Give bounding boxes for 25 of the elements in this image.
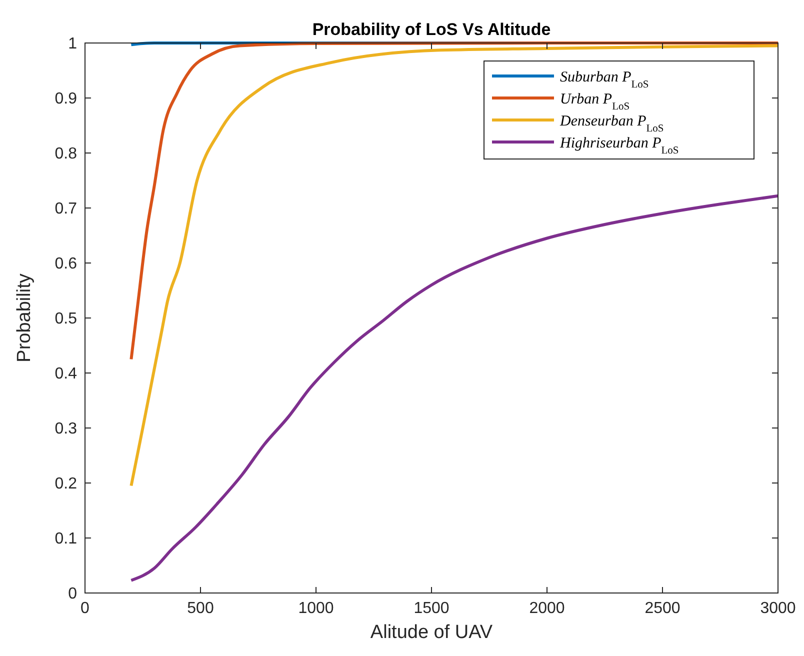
x-tick-label: 2500 [644, 600, 680, 617]
y-tick-label: 0.7 [54, 200, 78, 218]
y-tick-label: 0.5 [54, 310, 78, 328]
x-tick-label: 0 [80, 600, 90, 617]
y-tick-label: 0.4 [54, 366, 78, 383]
legend-label: Suburban P$_{LoS}$ [560, 69, 649, 90]
legend-label: Urban P$_{LoS}$ [560, 91, 630, 112]
x-tick-label: 3000 [760, 600, 796, 617]
y-tick-label: 0.6 [54, 256, 78, 273]
x-axis-title: Alitude of UAV [370, 622, 493, 643]
x-tick-label: 500 [187, 600, 214, 617]
y-tick-label: 0.9 [54, 90, 78, 108]
chart-title: Probability of LoS Vs Altitude [312, 20, 551, 39]
y-tick-label: 1 [68, 36, 78, 53]
y-tick-label: 0.3 [54, 420, 78, 438]
legend-label: Denseurban P$_{LoS}$ [559, 113, 664, 134]
x-tick-label: 1000 [298, 600, 334, 617]
x-tick-label: 1500 [414, 600, 450, 617]
y-tick-label: 0.1 [54, 530, 78, 548]
legend-label: Highriseurban P$_{LoS}$ [559, 135, 679, 156]
y-tick-label: 0.2 [54, 476, 78, 493]
y-axis-title: Probability [14, 273, 35, 362]
y-tick-label: 0.8 [54, 146, 78, 163]
y-tick-label: 0 [68, 586, 78, 603]
x-tick-label: 2000 [529, 600, 565, 617]
